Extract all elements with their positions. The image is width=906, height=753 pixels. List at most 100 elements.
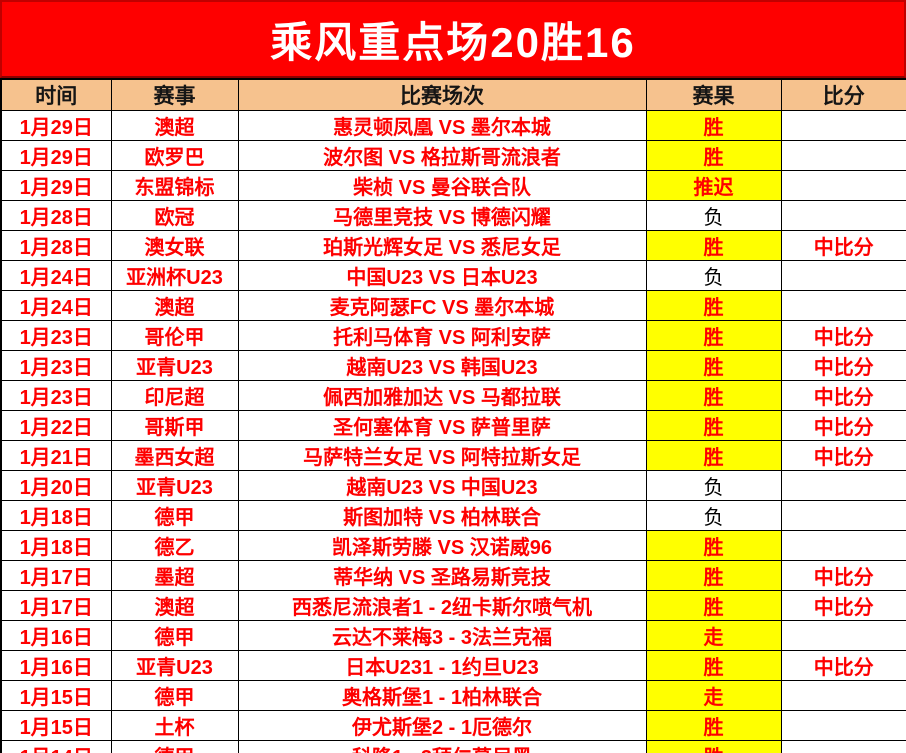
table-row: 1月23日 亚青U23 越南U23 VS 韩国U23 胜 中比分 bbox=[0, 350, 906, 381]
match-cell: 伊尤斯堡2 - 1厄德尔 bbox=[237, 710, 647, 741]
score-cell bbox=[780, 470, 906, 501]
league-cell: 欧冠 bbox=[110, 200, 239, 231]
league-cell: 德甲 bbox=[110, 620, 239, 651]
results-table: 时间 赛事 比赛场次 赛果 比分 1月29日 澳超 惠灵顿凤凰 VS 墨尔本城 … bbox=[0, 78, 906, 753]
match-cell: 日本U231 - 1约旦U23 bbox=[237, 650, 647, 681]
date-cell: 1月14日 bbox=[0, 740, 112, 753]
league-cell: 亚青U23 bbox=[110, 350, 239, 381]
league-cell: 哥斯甲 bbox=[110, 410, 239, 441]
date-cell: 1月29日 bbox=[0, 140, 112, 171]
result-cell: 胜 bbox=[645, 140, 782, 171]
league-cell: 印尼超 bbox=[110, 380, 239, 411]
score-cell: 中比分 bbox=[780, 650, 906, 681]
table-row: 1月24日 澳超 麦克阿瑟FC VS 墨尔本城 胜 bbox=[0, 290, 906, 321]
column-header-score: 比分 bbox=[780, 78, 906, 111]
date-cell: 1月17日 bbox=[0, 590, 112, 621]
score-cell bbox=[780, 200, 906, 231]
table-row: 1月14日 德甲 科隆1 - 3拜仁慕尼黑 胜 bbox=[0, 740, 906, 753]
table-row: 1月22日 哥斯甲 圣何塞体育 VS 萨普里萨 胜 中比分 bbox=[0, 410, 906, 441]
date-cell: 1月24日 bbox=[0, 290, 112, 321]
match-cell: 中国U23 VS 日本U23 bbox=[237, 260, 647, 291]
date-cell: 1月18日 bbox=[0, 530, 112, 561]
date-cell: 1月23日 bbox=[0, 350, 112, 381]
table-row: 1月23日 印尼超 佩西加雅加达 VS 马都拉联 胜 中比分 bbox=[0, 380, 906, 411]
column-header-time: 时间 bbox=[0, 78, 112, 111]
score-cell bbox=[780, 110, 906, 141]
result-cell: 胜 bbox=[645, 320, 782, 351]
match-cell: 珀斯光辉女足 VS 悉尼女足 bbox=[237, 230, 647, 261]
result-cell: 胜 bbox=[645, 110, 782, 141]
match-cell: 凯泽斯劳滕 VS 汉诺威96 bbox=[237, 530, 647, 561]
table-header: 时间 赛事 比赛场次 赛果 比分 bbox=[0, 78, 906, 111]
table-row: 1月24日 亚洲杯U23 中国U23 VS 日本U23 负 bbox=[0, 260, 906, 291]
result-cell: 胜 bbox=[645, 410, 782, 441]
score-cell bbox=[780, 290, 906, 321]
score-cell bbox=[780, 170, 906, 201]
league-cell: 亚洲杯U23 bbox=[110, 260, 239, 291]
score-cell: 中比分 bbox=[780, 410, 906, 441]
match-cell: 科隆1 - 3拜仁慕尼黑 bbox=[237, 740, 647, 753]
match-cell: 西悉尼流浪者1 - 2纽卡斯尔喷气机 bbox=[237, 590, 647, 621]
date-cell: 1月16日 bbox=[0, 650, 112, 681]
match-cell: 奥格斯堡1 - 1柏林联合 bbox=[237, 680, 647, 711]
result-cell: 胜 bbox=[645, 590, 782, 621]
table-row: 1月18日 德甲 斯图加特 VS 柏林联合 负 bbox=[0, 500, 906, 531]
league-cell: 亚青U23 bbox=[110, 650, 239, 681]
score-cell bbox=[780, 530, 906, 561]
table-row: 1月17日 墨超 蒂华纳 VS 圣路易斯竞技 胜 中比分 bbox=[0, 560, 906, 591]
league-cell: 澳女联 bbox=[110, 230, 239, 261]
match-cell: 佩西加雅加达 VS 马都拉联 bbox=[237, 380, 647, 411]
match-cell: 麦克阿瑟FC VS 墨尔本城 bbox=[237, 290, 647, 321]
column-header-league: 赛事 bbox=[110, 78, 239, 111]
date-cell: 1月22日 bbox=[0, 410, 112, 441]
column-header-result: 赛果 bbox=[645, 78, 782, 111]
table-row: 1月28日 欧冠 马德里竞技 VS 博德闪耀 负 bbox=[0, 200, 906, 231]
match-cell: 波尔图 VS 格拉斯哥流浪者 bbox=[237, 140, 647, 171]
match-cell: 越南U23 VS 中国U23 bbox=[237, 470, 647, 501]
date-cell: 1月16日 bbox=[0, 620, 112, 651]
league-cell: 哥伦甲 bbox=[110, 320, 239, 351]
result-cell: 胜 bbox=[645, 230, 782, 261]
score-cell bbox=[780, 620, 906, 651]
date-cell: 1月17日 bbox=[0, 560, 112, 591]
match-cell: 惠灵顿凤凰 VS 墨尔本城 bbox=[237, 110, 647, 141]
date-cell: 1月29日 bbox=[0, 110, 112, 141]
match-cell: 越南U23 VS 韩国U23 bbox=[237, 350, 647, 381]
league-cell: 德甲 bbox=[110, 500, 239, 531]
league-cell: 澳超 bbox=[110, 590, 239, 621]
table-row: 1月29日 澳超 惠灵顿凤凰 VS 墨尔本城 胜 bbox=[0, 110, 906, 141]
result-cell: 走 bbox=[645, 620, 782, 651]
result-cell: 胜 bbox=[645, 380, 782, 411]
table-row: 1月29日 东盟锦标 柴桢 VS 曼谷联合队 推迟 bbox=[0, 170, 906, 201]
score-cell: 中比分 bbox=[780, 440, 906, 471]
table-body: 1月29日 澳超 惠灵顿凤凰 VS 墨尔本城 胜 1月29日 欧罗巴 波尔图 V… bbox=[0, 110, 906, 753]
table-row: 1月15日 德甲 奥格斯堡1 - 1柏林联合 走 bbox=[0, 680, 906, 711]
league-cell: 亚青U23 bbox=[110, 470, 239, 501]
table-row: 1月28日 澳女联 珀斯光辉女足 VS 悉尼女足 胜 中比分 bbox=[0, 230, 906, 261]
date-cell: 1月18日 bbox=[0, 500, 112, 531]
date-cell: 1月15日 bbox=[0, 680, 112, 711]
league-cell: 德甲 bbox=[110, 680, 239, 711]
result-cell: 推迟 bbox=[645, 170, 782, 201]
title-banner: 乘风重点场20胜16 bbox=[0, 0, 906, 78]
table-row: 1月16日 亚青U23 日本U231 - 1约旦U23 胜 中比分 bbox=[0, 650, 906, 681]
score-cell bbox=[780, 140, 906, 171]
table-row: 1月29日 欧罗巴 波尔图 VS 格拉斯哥流浪者 胜 bbox=[0, 140, 906, 171]
score-cell: 中比分 bbox=[780, 350, 906, 381]
date-cell: 1月23日 bbox=[0, 380, 112, 411]
date-cell: 1月28日 bbox=[0, 200, 112, 231]
match-cell: 柴桢 VS 曼谷联合队 bbox=[237, 170, 647, 201]
score-cell bbox=[780, 680, 906, 711]
match-cell: 马萨特兰女足 VS 阿特拉斯女足 bbox=[237, 440, 647, 471]
table-row: 1月16日 德甲 云达不莱梅3 - 3法兰克福 走 bbox=[0, 620, 906, 651]
table-row: 1月23日 哥伦甲 托利马体育 VS 阿利安萨 胜 中比分 bbox=[0, 320, 906, 351]
result-cell: 负 bbox=[645, 500, 782, 531]
column-header-match: 比赛场次 bbox=[237, 78, 647, 111]
result-cell: 胜 bbox=[645, 740, 782, 753]
result-cell: 胜 bbox=[645, 290, 782, 321]
league-cell: 欧罗巴 bbox=[110, 140, 239, 171]
score-cell: 中比分 bbox=[780, 590, 906, 621]
table-row: 1月17日 澳超 西悉尼流浪者1 - 2纽卡斯尔喷气机 胜 中比分 bbox=[0, 590, 906, 621]
date-cell: 1月23日 bbox=[0, 320, 112, 351]
result-cell: 胜 bbox=[645, 440, 782, 471]
